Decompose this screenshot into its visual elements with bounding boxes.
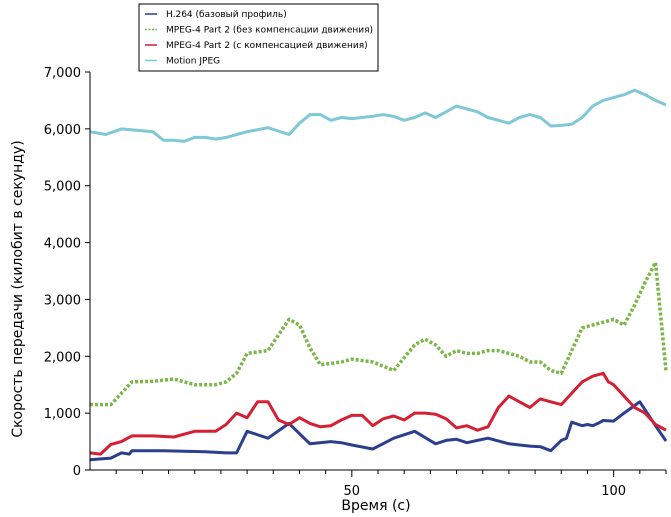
y-tick-label: 6,000: [44, 123, 81, 138]
y-tick-label: 7,000: [44, 66, 81, 81]
legend-entry: MPEG-4 Part 2 (без компенсации движения): [166, 26, 373, 36]
x-tick-label: 100: [601, 484, 626, 499]
legend-entry: MPEG-4 Part 2 (с компенсацией движения): [166, 41, 368, 51]
legend-entry: Motion JPEG: [166, 57, 220, 67]
y-ticks: 0 1,000 2,000 3,000 4,000 5,000 6,000 7,000: [44, 66, 90, 479]
legend-box: [138, 3, 379, 72]
y-tick-label: 5,000: [44, 180, 81, 195]
y-tick-label: 1,000: [44, 407, 81, 422]
y-tick-label: 0: [73, 464, 81, 479]
legend-entry: H.264 (базовый профиль): [166, 10, 287, 20]
y-tick-label: 3,000: [44, 293, 81, 308]
y-axis-label: Скорость передачи (килобит в секунду): [10, 140, 26, 437]
series-line-3: [89, 371, 667, 456]
x-axis-label: Время (с): [341, 498, 410, 514]
plot-lines: [89, 88, 668, 462]
x-tick-label: 50: [344, 484, 361, 499]
series-line-4: [89, 88, 667, 143]
legend: H.264 (базовый профиль) MPEG-4 Part 2 (бе…: [138, 3, 379, 72]
series-line-1: [89, 400, 668, 462]
y-tick-label: 4,000: [44, 237, 81, 252]
x-ticks: 50 100: [115, 470, 667, 499]
y-tick-label: 2,000: [44, 350, 81, 365]
